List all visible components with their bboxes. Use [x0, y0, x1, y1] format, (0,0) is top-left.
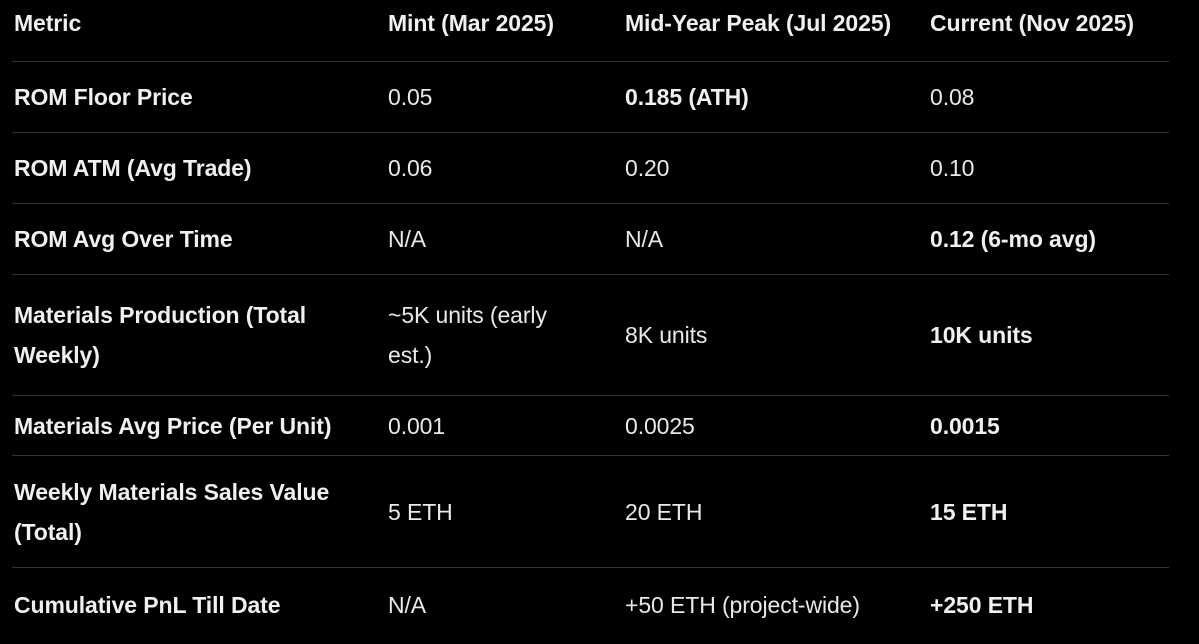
value-cell: N/A	[388, 591, 427, 618]
value-cell: 0.06	[388, 155, 433, 181]
table-row-cumulative-pnl: Cumulative PnL Till Date N/A +50 ETH (pr…	[12, 567, 1169, 641]
value-cell: 10K units	[930, 322, 1033, 348]
table-row-materials-production: Materials Production (Total Weekly) ~5K …	[12, 274, 1169, 395]
pnl-metrics-table: Metric Mint (Mar 2025) Mid-Year Peak (Ju…	[12, 0, 1169, 641]
value-cell: N/A	[625, 226, 664, 252]
table-row-rom-floor-price: ROM Floor Price 0.05 0.185 (ATH) 0.08	[12, 61, 1169, 132]
metric-cell: Materials Production (Total Weekly)	[14, 302, 307, 368]
value-cell: ~5K units (early est.)	[388, 302, 547, 368]
table-row-rom-avg-over-time: ROM Avg Over Time N/A N/A 0.12 (6-mo avg…	[12, 203, 1169, 274]
value-cell: 0.08	[930, 84, 975, 110]
table-row-weekly-materials-sales: Weekly Materials Sales Value (Total) 5 E…	[12, 455, 1169, 567]
value-cell: 8K units	[625, 322, 708, 348]
value-cell: N/A	[388, 226, 427, 252]
value-cell: 0.10	[930, 155, 975, 181]
value-cell: 0.185 (ATH)	[625, 84, 749, 110]
metric-cell: ROM ATM (Avg Trade)	[14, 155, 252, 181]
column-header-midyear-peak: Mid-Year Peak (Jul 2025)	[625, 10, 892, 36]
value-cell: 15 ETH	[930, 498, 1008, 525]
column-header-mint: Mint (Mar 2025)	[388, 10, 554, 36]
value-cell: 0.05	[388, 84, 433, 110]
value-cell: 0.12 (6-mo avg)	[930, 226, 1096, 252]
metric-cell: Materials Avg Price (Per Unit)	[14, 412, 332, 439]
column-header-current: Current (Nov 2025)	[930, 10, 1134, 36]
value-cell: 0.20	[625, 155, 670, 181]
table-row-materials-avg-price: Materials Avg Price (Per Unit) 0.001 0.0…	[12, 395, 1169, 455]
metric-cell: ROM Avg Over Time	[14, 226, 233, 252]
value-cell: 0.001	[388, 412, 446, 439]
table-header-row: Metric Mint (Mar 2025) Mid-Year Peak (Ju…	[12, 0, 1169, 61]
column-header-metric: Metric	[14, 10, 82, 36]
metric-cell: Weekly Materials Sales Value (Total)	[14, 478, 330, 545]
value-cell: +50 ETH (project-wide)	[625, 591, 860, 618]
table-row-rom-atm: ROM ATM (Avg Trade) 0.06 0.20 0.10	[12, 132, 1169, 203]
value-cell: 5 ETH	[388, 498, 453, 525]
value-cell: 0.0025	[625, 412, 695, 439]
metric-cell: Cumulative PnL Till Date	[14, 591, 281, 618]
value-cell: 20 ETH	[625, 498, 703, 525]
metric-cell: ROM Floor Price	[14, 84, 193, 110]
value-cell: +250 ETH	[930, 591, 1034, 618]
value-cell: 0.0015	[930, 412, 1000, 439]
